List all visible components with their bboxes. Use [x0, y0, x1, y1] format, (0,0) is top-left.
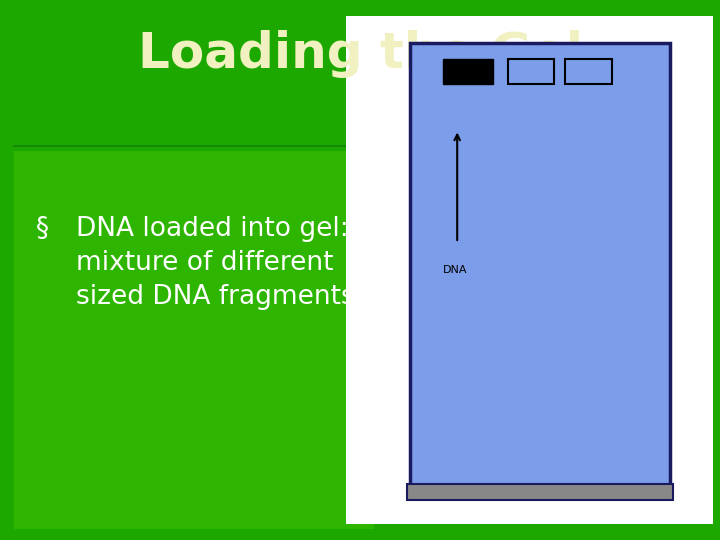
Bar: [443, 59, 493, 84]
Bar: [508, 59, 554, 84]
Text: Loading the Gel: Loading the Gel: [138, 30, 582, 78]
Bar: [346, 16, 713, 524]
Text: §: §: [36, 216, 49, 242]
Bar: [565, 59, 612, 84]
Bar: [410, 43, 670, 486]
Bar: [407, 484, 673, 500]
Bar: [14, 151, 374, 529]
Text: DNA: DNA: [443, 265, 467, 275]
Text: DNA loaded into gel:
mixture of different
sized DNA fragments: DNA loaded into gel: mixture of differen…: [76, 216, 354, 310]
